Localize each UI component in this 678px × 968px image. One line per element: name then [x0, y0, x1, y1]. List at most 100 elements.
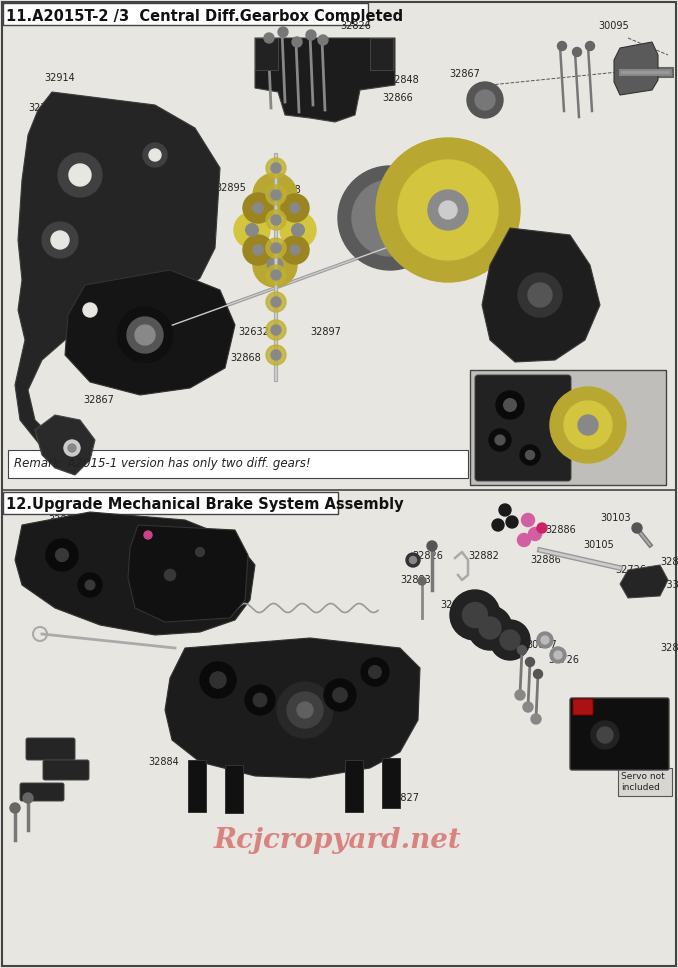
Circle shape [271, 243, 281, 253]
Text: 32827: 32827 [388, 793, 419, 803]
Text: Servo not
included: Servo not included [621, 771, 664, 793]
Circle shape [499, 504, 511, 516]
Bar [225, 765, 243, 813]
Text: Rcjcropyard.net: Rcjcropyard.net [214, 827, 462, 854]
Circle shape [69, 164, 91, 186]
Text: 32827: 32827 [660, 643, 678, 653]
Polygon shape [35, 415, 95, 475]
Circle shape [271, 325, 281, 335]
Text: 32867: 32867 [83, 395, 114, 405]
Circle shape [278, 27, 288, 37]
Text: 32886: 32886 [530, 555, 561, 565]
Bar [382, 758, 400, 808]
Circle shape [492, 519, 504, 531]
Text: 32826: 32826 [480, 215, 511, 225]
Circle shape [504, 399, 517, 411]
Circle shape [518, 273, 562, 317]
Circle shape [496, 391, 524, 419]
Circle shape [85, 580, 95, 590]
Circle shape [253, 202, 263, 213]
Circle shape [210, 672, 226, 688]
Text: 32883: 32883 [400, 575, 431, 585]
Circle shape [528, 528, 542, 540]
Circle shape [318, 35, 328, 45]
Circle shape [253, 243, 297, 287]
Circle shape [517, 533, 530, 547]
Circle shape [189, 541, 211, 563]
Circle shape [495, 435, 505, 445]
Circle shape [46, 539, 78, 571]
Circle shape [156, 561, 184, 589]
Circle shape [200, 662, 236, 698]
Circle shape [271, 297, 281, 307]
Text: 32895: 32895 [215, 183, 246, 193]
Text: 32830: 32830 [95, 300, 125, 310]
Circle shape [439, 201, 457, 219]
Circle shape [271, 190, 281, 200]
Circle shape [266, 185, 286, 205]
Text: 32865: 32865 [435, 260, 466, 270]
Circle shape [266, 158, 286, 178]
Circle shape [254, 693, 266, 707]
Circle shape [10, 803, 20, 813]
Circle shape [550, 387, 626, 463]
Circle shape [83, 303, 97, 317]
Text: 32726: 32726 [615, 565, 646, 575]
FancyBboxPatch shape [573, 699, 593, 715]
Circle shape [243, 235, 273, 265]
Circle shape [292, 37, 302, 47]
Circle shape [475, 90, 495, 110]
Text: 30095: 30095 [598, 21, 629, 31]
Text: 32826: 32826 [412, 551, 443, 561]
Polygon shape [255, 38, 395, 122]
Text: 32886: 32886 [545, 525, 576, 535]
Bar [470, 370, 666, 485]
Circle shape [271, 350, 281, 360]
Text: 32867: 32867 [449, 69, 480, 79]
Circle shape [428, 190, 468, 230]
Circle shape [591, 721, 619, 749]
Text: 32848: 32848 [388, 75, 419, 85]
Text: 32826: 32826 [340, 21, 371, 31]
Text: 30103: 30103 [600, 513, 631, 523]
Text: 32866: 32866 [382, 93, 413, 103]
Circle shape [267, 257, 283, 273]
Circle shape [586, 42, 595, 50]
Circle shape [245, 685, 275, 715]
Circle shape [361, 658, 389, 686]
Text: 32888: 32888 [48, 515, 79, 525]
Text: 32884: 32884 [440, 600, 471, 610]
Circle shape [352, 180, 428, 256]
Circle shape [378, 206, 402, 230]
Circle shape [528, 283, 552, 307]
Text: 32632: 32632 [238, 327, 269, 337]
Circle shape [515, 690, 525, 700]
Polygon shape [482, 228, 600, 362]
Circle shape [297, 702, 313, 718]
Circle shape [324, 679, 356, 711]
Circle shape [266, 265, 286, 285]
Circle shape [490, 620, 530, 660]
Circle shape [253, 245, 263, 256]
Circle shape [135, 325, 155, 345]
Circle shape [76, 296, 104, 324]
Circle shape [398, 160, 498, 260]
Circle shape [117, 307, 173, 363]
Circle shape [271, 215, 281, 225]
Circle shape [534, 670, 542, 679]
Circle shape [557, 42, 567, 50]
Circle shape [632, 523, 642, 533]
Circle shape [462, 602, 487, 627]
Circle shape [525, 450, 534, 460]
Text: 32897: 32897 [310, 327, 341, 337]
Circle shape [292, 224, 304, 236]
Circle shape [554, 651, 562, 659]
Circle shape [271, 163, 281, 173]
Circle shape [280, 212, 316, 248]
Text: 32858: 32858 [120, 255, 151, 265]
Circle shape [58, 153, 102, 197]
Polygon shape [614, 42, 658, 95]
Polygon shape [15, 92, 220, 445]
Circle shape [68, 444, 76, 452]
Bar [618, 768, 672, 796]
